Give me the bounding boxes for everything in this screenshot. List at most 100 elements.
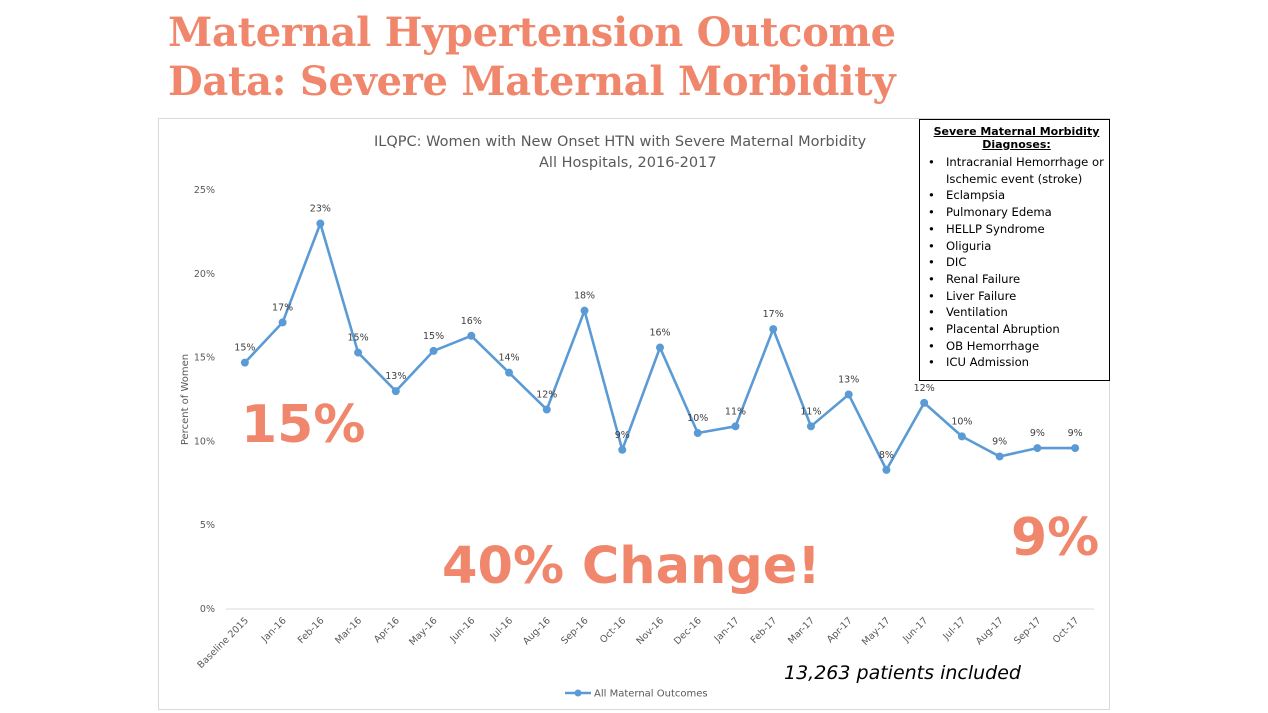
data-point xyxy=(1071,444,1080,453)
diagnosis-item: OB Hemorrhage xyxy=(928,338,1105,355)
slide-title-line-2: Data: Severe Maternal Morbidity xyxy=(168,58,896,105)
diagnosis-item: Oliguria xyxy=(928,238,1105,255)
x-tick-label: Apr-17 xyxy=(825,615,855,645)
diagnosis-item: Ventilation xyxy=(928,304,1105,321)
data-label: 18% xyxy=(574,291,595,302)
x-tick-label: Apr-16 xyxy=(372,615,402,645)
legend-swatch-marker xyxy=(574,689,582,697)
data-label: 17% xyxy=(272,302,293,313)
data-label: 9% xyxy=(1068,428,1083,439)
data-point xyxy=(995,452,1004,461)
x-tick-label: Dec-16 xyxy=(672,615,704,647)
diagnosis-item: Pulmonary Edema xyxy=(928,204,1105,221)
data-point xyxy=(693,429,702,438)
change-callout: 40% Change! xyxy=(442,537,821,596)
data-point xyxy=(542,405,551,414)
data-label: 10% xyxy=(951,416,972,427)
data-point xyxy=(806,422,815,431)
data-point xyxy=(354,348,363,357)
data-label: 11% xyxy=(725,406,746,417)
x-tick-label: Oct-16 xyxy=(598,615,628,645)
data-point xyxy=(316,219,325,228)
data-label: 23% xyxy=(310,204,331,215)
data-point xyxy=(467,331,476,340)
end-value-callout: 9% xyxy=(1011,508,1100,568)
data-label: 15% xyxy=(348,333,369,344)
diagnosis-item: HELLP Syndrome xyxy=(928,221,1105,238)
x-tick-label: Mar-16 xyxy=(333,615,364,646)
data-point xyxy=(429,346,438,355)
data-point xyxy=(957,432,966,441)
x-tick-label: Feb-16 xyxy=(296,615,327,646)
y-tick-label: 10% xyxy=(194,436,215,447)
data-label: 9% xyxy=(992,436,1007,447)
data-label: 12% xyxy=(914,383,935,394)
data-label: 12% xyxy=(536,390,557,401)
data-point xyxy=(580,306,589,315)
x-tick-label: Aug-17 xyxy=(974,615,1006,647)
diagnosis-item: Renal Failure xyxy=(928,271,1105,288)
data-label: 9% xyxy=(1030,428,1045,439)
y-tick-label: 0% xyxy=(200,604,215,615)
data-label: 15% xyxy=(423,331,444,342)
x-tick-label: Jul-16 xyxy=(488,615,516,643)
diagnosis-item: ICU Admission xyxy=(928,354,1105,371)
slide-title: Maternal Hypertension Outcome Data: Seve… xyxy=(168,8,896,106)
x-tick-label: Feb-17 xyxy=(749,615,780,646)
data-label: 13% xyxy=(838,374,859,385)
data-point xyxy=(505,368,514,377)
y-tick-label: 20% xyxy=(194,269,215,280)
chart-subtitle: All Hospitals, 2016-2017 xyxy=(539,155,717,171)
data-label: 14% xyxy=(498,353,519,364)
data-point xyxy=(844,390,853,399)
data-point xyxy=(618,445,627,454)
data-label: 9% xyxy=(615,430,630,441)
x-tick-label: Jan-16 xyxy=(259,615,289,645)
data-label: 16% xyxy=(649,328,670,339)
data-label: 8% xyxy=(879,450,894,461)
x-tick-label: Sep-16 xyxy=(559,615,590,646)
data-point xyxy=(240,358,249,367)
data-point xyxy=(920,398,929,407)
legend-label: All Maternal Outcomes xyxy=(594,689,708,700)
data-label: 16% xyxy=(461,316,482,327)
y-tick-label: 5% xyxy=(200,520,215,531)
x-tick-label: Jun-17 xyxy=(900,615,930,645)
x-tick-label: Baseline 2015 xyxy=(195,615,250,670)
slide-title-line-1: Maternal Hypertension Outcome xyxy=(168,9,896,56)
x-tick-label: Nov-16 xyxy=(634,615,666,647)
x-tick-label: Aug-16 xyxy=(521,615,553,647)
data-label: 15% xyxy=(234,343,255,354)
x-tick-label: May-17 xyxy=(860,615,893,648)
diagnoses-list: Intracranial Hemorrhage or Ischemic even… xyxy=(928,154,1105,371)
x-tick-label: Jun-16 xyxy=(447,615,477,645)
data-point xyxy=(882,465,891,474)
data-point xyxy=(731,422,740,431)
x-tick-label: Mar-17 xyxy=(786,615,817,646)
x-tick-label: Jul-17 xyxy=(940,615,968,643)
diagnosis-item: DIC xyxy=(928,254,1105,271)
data-label: 17% xyxy=(763,309,784,320)
y-axis-title: Percent of Women xyxy=(180,354,191,445)
x-tick-label: Oct-17 xyxy=(1051,615,1081,645)
data-point xyxy=(769,325,778,334)
data-label: 13% xyxy=(385,371,406,382)
patients-note: 13,263 patients included xyxy=(784,662,1021,684)
y-tick-label: 25% xyxy=(194,185,215,196)
data-point xyxy=(1033,444,1042,453)
diagnosis-item: Intracranial Hemorrhage or Ischemic even… xyxy=(928,154,1105,187)
data-label: 11% xyxy=(800,406,821,417)
x-tick-label: Sep-17 xyxy=(1012,615,1043,646)
diagnoses-box: Severe Maternal Morbidity Diagnoses: Int… xyxy=(919,119,1110,381)
x-tick-label: Jan-17 xyxy=(712,615,742,645)
x-tick-label: May-16 xyxy=(407,615,440,648)
data-point xyxy=(391,387,400,396)
data-point xyxy=(656,343,664,352)
diagnosis-item: Eclampsia xyxy=(928,187,1105,204)
data-point xyxy=(278,318,287,327)
chart-title-main: ILQPC: Women with New Onset HTN with Sev… xyxy=(374,134,867,150)
start-value-callout: 15% xyxy=(241,395,366,455)
diagnosis-item: Liver Failure xyxy=(928,288,1105,305)
diagnoses-header: Severe Maternal Morbidity Diagnoses: xyxy=(933,125,1100,151)
